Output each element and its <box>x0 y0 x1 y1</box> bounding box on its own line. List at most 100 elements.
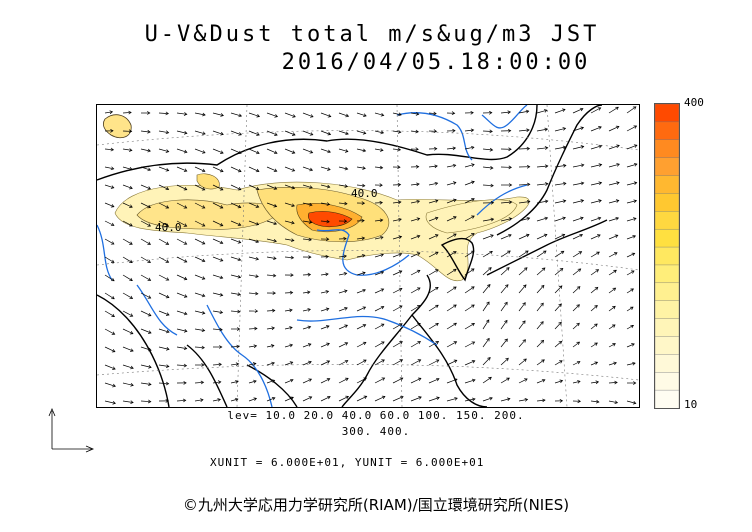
wind-arrow <box>536 165 548 168</box>
wind-arrow <box>446 378 458 384</box>
wind-arrow-head <box>292 114 296 118</box>
wind-arrow-head <box>325 272 329 277</box>
wind-arrow-head <box>307 272 312 277</box>
wind-arrow <box>122 256 133 263</box>
wind-arrow <box>194 220 205 227</box>
wind-arrow-head <box>237 222 242 226</box>
wind-arrow-head <box>522 284 527 288</box>
wind-arrow <box>392 323 403 330</box>
wind-arrow <box>284 396 294 402</box>
wind-arrow-head <box>542 250 547 254</box>
wind-arrow <box>608 270 617 276</box>
wind-arrow-head <box>345 395 350 400</box>
wind-arrow <box>248 148 260 154</box>
wind-arrow-head <box>326 378 331 382</box>
wind-arrow-head <box>577 268 582 272</box>
wind-arrow-head <box>490 217 495 222</box>
colorbar-step <box>654 228 680 248</box>
wind-arrow <box>572 217 584 222</box>
wind-arrow <box>608 106 619 114</box>
wind-arrow-head <box>219 223 224 227</box>
wind-arrow-head <box>598 199 602 203</box>
wind-arrow-head <box>397 147 402 152</box>
wind-arrow <box>554 200 566 204</box>
wind-arrow <box>572 164 584 168</box>
wind-arrow-head <box>271 361 275 366</box>
wind-arrow-head <box>397 182 402 187</box>
wind-arrow-head <box>398 235 403 239</box>
wind-arrow-head <box>541 267 546 271</box>
wind-arrow <box>320 220 330 223</box>
wind-arrow <box>590 234 601 240</box>
wind-arrow <box>410 341 421 348</box>
wind-arrow <box>428 341 439 348</box>
wind-arrow <box>608 182 620 186</box>
wind-arrow-head <box>562 163 567 168</box>
wind-arrow <box>302 274 311 276</box>
wind-arrow-head <box>471 163 475 167</box>
wind-arrow-head <box>560 250 565 255</box>
wind-arrow <box>554 234 565 240</box>
wind-arrow-head <box>147 313 152 317</box>
wind-arrow <box>482 301 490 312</box>
wind-arrow-head <box>615 216 620 221</box>
wind-arrow-head <box>380 148 384 152</box>
wind-arrow-head <box>129 204 133 208</box>
wind-arrow-head <box>379 183 383 188</box>
wind-arrow-head <box>580 181 585 186</box>
wind-arrow <box>410 287 421 294</box>
wind-arrow-head <box>274 114 279 118</box>
wind-arrow-head <box>235 380 239 384</box>
wind-arrow-head <box>526 233 530 238</box>
wind-arrow <box>554 303 562 312</box>
wind-arrow-head <box>580 126 585 131</box>
wind-arrow-head <box>523 358 527 362</box>
wind-arrow-head <box>201 293 206 298</box>
wind-arrow <box>266 238 277 242</box>
wind-arrow <box>248 184 259 190</box>
wind-arrow-head <box>453 233 457 237</box>
wind-arrow-head <box>508 183 513 187</box>
wind-arrow <box>194 202 205 209</box>
wind-arrow <box>446 147 456 150</box>
wind-arrow <box>356 359 367 366</box>
wind-arrow <box>590 251 600 258</box>
wind-arrow-head <box>616 163 620 167</box>
wind-arrow <box>230 310 241 313</box>
wind-arrow-head <box>543 109 548 113</box>
wind-arrow <box>356 184 365 187</box>
wind-arrow-head <box>381 359 385 363</box>
colorbar-step <box>654 193 680 212</box>
wind-arrow <box>320 343 330 348</box>
wind-arrow-head <box>489 129 493 134</box>
wind-arrow <box>194 256 205 262</box>
wind-arrow <box>428 182 438 186</box>
wind-arrow <box>536 359 545 366</box>
wind-arrow-head <box>252 362 257 366</box>
wind-arrow-head <box>256 113 261 118</box>
wind-arrow <box>500 218 512 222</box>
wind-arrow-head <box>165 186 170 191</box>
wind-arrow-head <box>183 311 188 316</box>
wind-arrow <box>302 308 311 312</box>
wind-arrow <box>500 320 508 330</box>
wind-arrow-head <box>308 360 312 365</box>
map-canvas: 40.0 40.0 <box>96 104 640 408</box>
wind-arrow <box>158 382 169 385</box>
wind-arrow-head <box>614 380 618 385</box>
wind-arrow <box>518 148 530 150</box>
wind-arrow-head <box>507 110 511 115</box>
wind-arrow-head <box>274 132 278 136</box>
wind-arrow <box>554 109 566 114</box>
wind-arrow <box>392 112 402 116</box>
wind-arrow-head <box>597 216 602 221</box>
colorbar-step <box>654 264 680 284</box>
wind-arrow-head <box>308 202 313 207</box>
wind-arrow-head <box>255 204 260 208</box>
wind-arrow <box>248 238 259 243</box>
wind-arrow <box>482 338 490 348</box>
wind-arrow <box>536 399 546 402</box>
wind-arrow-head <box>325 254 329 259</box>
wind-arrow <box>500 201 512 204</box>
wind-arrow-head <box>453 322 457 327</box>
